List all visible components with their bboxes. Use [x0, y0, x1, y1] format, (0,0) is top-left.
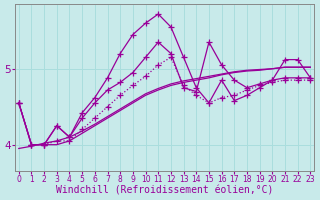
X-axis label: Windchill (Refroidissement éolien,°C): Windchill (Refroidissement éolien,°C): [56, 186, 273, 196]
